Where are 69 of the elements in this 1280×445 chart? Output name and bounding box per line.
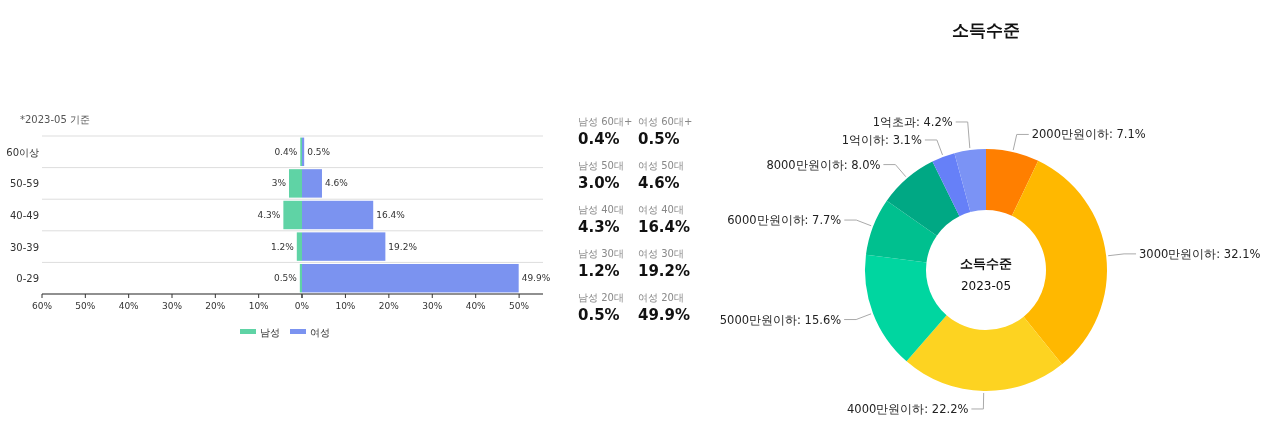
data-label: 49.9% xyxy=(521,273,551,284)
text: 19.2% xyxy=(638,262,691,280)
data-label: 0.5% xyxy=(307,146,331,157)
data-label: 4.3% xyxy=(257,210,281,220)
text: 49.9% xyxy=(638,306,691,324)
data-label: 16.4% xyxy=(376,210,406,220)
slice-label: 8000만원이하: 8.0% xyxy=(766,157,881,172)
donut-slice xyxy=(865,254,947,362)
donut-slice xyxy=(932,153,971,217)
text: 1.2% xyxy=(578,262,620,280)
x-tick-label: 40% xyxy=(465,301,487,311)
text: 0.4% xyxy=(578,130,620,148)
slice-label: 3000만원이하: 32.1% xyxy=(1139,246,1261,261)
x-tick-label: 20% xyxy=(378,301,400,311)
slice-label: 1억이하: 3.1% xyxy=(841,132,922,147)
text: 남성 50대 xyxy=(578,160,624,171)
donut-slice xyxy=(865,200,937,263)
data-label: 0.4% xyxy=(274,146,298,157)
donut-slice xyxy=(954,149,986,213)
x-tick-label: 0% xyxy=(294,301,310,311)
donut-slice xyxy=(986,149,1039,216)
x-tick-label: 50% xyxy=(75,301,96,311)
x-tick-label: 10% xyxy=(248,301,270,311)
text: 여성 50대 xyxy=(638,160,684,171)
x-tick-label: 60% xyxy=(31,301,53,311)
text: 남성 60대+ xyxy=(578,116,633,127)
text: 2023-05 xyxy=(960,279,1012,293)
data-label: 4.6% xyxy=(324,178,349,189)
text: 소득수준 xyxy=(960,256,1012,271)
text: 여성 20대 xyxy=(638,292,684,303)
slice-label: 2000만원이하: 7.1% xyxy=(1031,127,1146,142)
y-tick-label: 40-49 xyxy=(9,210,39,221)
data-label: 1.2% xyxy=(270,241,295,252)
y-tick-label: 0-29 xyxy=(16,273,39,285)
text: 4.6% xyxy=(638,174,680,192)
text: 여성 30대 xyxy=(638,248,684,259)
y-tick-label: 50-59 xyxy=(9,178,39,190)
text: 0.5% xyxy=(578,306,620,324)
text: *2023-05 기준 xyxy=(20,114,90,125)
text: 남성 30대 xyxy=(578,248,624,259)
donut-slice xyxy=(1011,160,1107,365)
y-tick-label: 30-39 xyxy=(9,241,39,253)
text: 4.3% xyxy=(578,218,620,236)
x-tick-label: 30% xyxy=(422,301,443,311)
text: 3.0% xyxy=(578,174,620,192)
text: 여성 40대 xyxy=(638,204,684,215)
legend-label: 남성 xyxy=(260,327,280,338)
slice-label: 1억초과: 4.2% xyxy=(872,114,953,129)
text: 남성 40대 xyxy=(578,204,624,215)
donut-slice xyxy=(886,161,960,236)
y-tick-label: 60이상 xyxy=(6,146,39,158)
slice-label: 5000만원이하: 15.6% xyxy=(719,312,842,327)
text: 16.4% xyxy=(638,218,691,236)
data-label: 19.2% xyxy=(388,241,418,252)
data-label: 3% xyxy=(271,178,287,189)
x-tick-label: 30% xyxy=(161,301,183,311)
x-tick-label: 50% xyxy=(509,301,530,311)
x-tick-label: 40% xyxy=(118,301,140,311)
slice-label: 4000만원이하: 22.2% xyxy=(847,401,969,416)
slice-label: 6000만원이하: 7.7% xyxy=(727,213,842,228)
data-label: 0.5% xyxy=(273,273,298,284)
x-tick-label: 10% xyxy=(335,301,356,311)
text: 남성 20대 xyxy=(578,292,624,303)
text: 여성 60대+ xyxy=(638,116,693,127)
x-tick-label: 20% xyxy=(205,301,226,311)
legend-label: 여성 xyxy=(310,327,330,338)
text: 0.5% xyxy=(638,130,680,148)
chart-title: 소득수준 xyxy=(952,20,1020,40)
donut-slice xyxy=(906,315,1062,391)
